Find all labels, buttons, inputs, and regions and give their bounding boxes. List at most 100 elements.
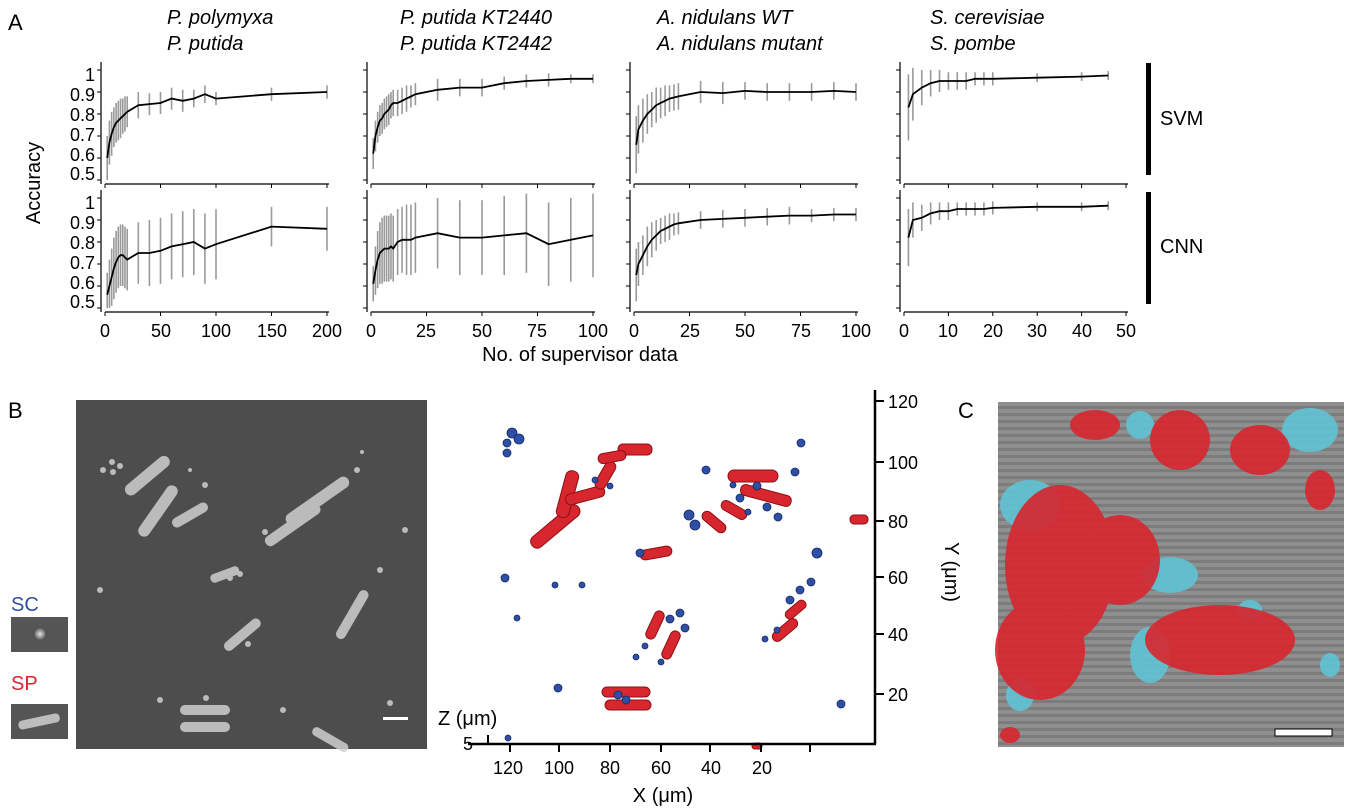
subplot-cnn-2 <box>363 190 595 316</box>
y-tick-label: 0.5 <box>70 292 95 312</box>
y-axis-ticks <box>875 400 884 695</box>
column-title-1-line2: P. putida <box>167 33 243 55</box>
panel-a-subplots <box>97 62 1128 316</box>
z-tick-label: 5 <box>463 734 473 754</box>
micrograph-background <box>76 400 427 749</box>
x-tick-label: 25 <box>680 321 700 341</box>
panel-a-column-titles: P. polymyxa P. putida P. putida KT2440 P… <box>167 7 1045 55</box>
x-tick-label: 0 <box>366 321 376 341</box>
y-tick-label: 60 <box>888 568 908 588</box>
y-tick-label: 40 <box>888 625 908 645</box>
x-axis-ticks <box>509 744 811 752</box>
x-axis-tick-labels: 120 100 80 60 40 20 <box>493 758 772 778</box>
accuracy-line <box>372 77 593 154</box>
y-tick-label: 0.8 <box>70 105 95 125</box>
y-ticks-top: 1 0.9 0.8 0.7 0.6 0.5 <box>70 65 95 184</box>
3d-rendering: 120 100 80 60 40 20 Y (μm) 120 100 80 60… <box>438 390 962 807</box>
y-tick-label: 0.9 <box>70 213 95 233</box>
phase-contrast-image <box>995 402 1344 747</box>
y-axis-title-accuracy: Accuracy <box>23 142 45 224</box>
x-tick-label: 75 <box>527 321 547 341</box>
column-title-2-line2: P. putida KT2442 <box>400 33 552 55</box>
y-axis-label: Y (μm) <box>940 542 962 602</box>
y-tick-label: 1 <box>85 65 95 85</box>
y-tick-label: 0.8 <box>70 233 95 253</box>
x-tick-label: 200 <box>312 321 342 341</box>
x-tick-label: 40 <box>701 758 721 778</box>
x-tick-label: 100 <box>544 758 574 778</box>
svm-row-bracket <box>1146 63 1151 175</box>
y-tick-label: 0.6 <box>70 145 95 165</box>
accuracy-line <box>907 74 1109 108</box>
x-tick-label: 20 <box>752 758 772 778</box>
subplot-cnn-3 <box>626 190 858 316</box>
y-tick-label: 120 <box>888 392 918 412</box>
x-ticks-col-4: 0 10 20 30 40 50 <box>899 321 1136 341</box>
x-ticks-col-2: 0 25 50 75 100 <box>366 321 608 341</box>
scale-bar <box>1274 728 1333 737</box>
x-tick-label: 20 <box>983 321 1003 341</box>
x-tick-label: 100 <box>201 321 231 341</box>
x-tick-label: 0 <box>899 321 909 341</box>
x-tick-label: 50 <box>1116 321 1136 341</box>
accuracy-line <box>907 204 1109 238</box>
subplot-cnn-4 <box>896 190 1128 316</box>
x-ticks-col-3: 0 25 50 75 100 <box>629 321 871 341</box>
x-tick-label: 80 <box>600 758 620 778</box>
x-tick-label: 25 <box>416 321 436 341</box>
y-tick-label: 20 <box>888 685 908 705</box>
x-axis-label: X (μm) <box>633 785 693 807</box>
x-tick-label: 50 <box>735 321 755 341</box>
subplot-svm-4 <box>896 62 1128 188</box>
micrograph <box>76 400 427 752</box>
accuracy-line <box>106 225 328 296</box>
x-tick-label: 10 <box>938 321 958 341</box>
x-tick-label: 50 <box>472 321 492 341</box>
sc-label: SC <box>11 594 39 616</box>
accuracy-line <box>635 213 856 276</box>
y-tick-label: 0.5 <box>70 164 95 184</box>
sp-thumbnail <box>11 704 68 739</box>
x-tick-label: 150 <box>257 321 287 341</box>
cnn-row-bracket <box>1146 192 1151 304</box>
y-axis-tick-labels: 120 100 80 60 40 20 <box>888 392 918 705</box>
accuracy-line <box>106 91 328 159</box>
y-tick-label: 0.6 <box>70 273 95 293</box>
x-tick-label: 100 <box>578 321 608 341</box>
scale-bar <box>383 717 408 720</box>
x-ticks-col-1: 0 50 100 150 200 <box>100 321 342 341</box>
subplot-svm-1 <box>97 62 329 188</box>
x-tick-label: 120 <box>493 758 523 778</box>
panel-label-c: C <box>958 398 974 423</box>
x-tick-label: 60 <box>651 758 671 778</box>
micrograph-cells <box>97 450 408 752</box>
column-title-3-line1: A. nidulans WT <box>656 7 794 29</box>
column-title-2-line1: P. putida KT2440 <box>400 7 552 29</box>
x-tick-label: 0 <box>100 321 110 341</box>
subplot-svm-2 <box>363 62 595 188</box>
x-tick-label: 40 <box>1072 321 1092 341</box>
subplot-cnn-1 <box>97 190 329 316</box>
sp-label: SP <box>11 673 38 695</box>
sp-rods <box>530 443 869 750</box>
x-tick-label: 100 <box>841 321 871 341</box>
column-title-3-line2: A. nidulans mutant <box>656 33 824 55</box>
y-tick-label: 100 <box>888 453 918 473</box>
x-tick-label: 50 <box>151 321 171 341</box>
sc-clusters <box>500 427 846 742</box>
red-cell-regions <box>995 410 1335 743</box>
x-tick-label: 0 <box>629 321 639 341</box>
accuracy-line <box>372 232 594 284</box>
sc-thumbnail <box>11 617 68 652</box>
y-tick-label: 0.7 <box>70 125 95 145</box>
x-axis-title-supervisor-data: No. of supervisor data <box>482 344 679 366</box>
accuracy-line <box>635 89 857 145</box>
column-title-4-line1: S. cerevisiae <box>930 7 1045 29</box>
y-tick-label: 0.9 <box>70 85 95 105</box>
y-tick-label: 80 <box>888 512 908 532</box>
panel-label-a: A <box>8 10 23 35</box>
y-ticks-bottom: 1 0.9 0.8 0.7 0.6 0.5 <box>70 193 95 312</box>
subplot-svm-3 <box>626 62 858 188</box>
cnn-row-label: CNN <box>1160 236 1203 258</box>
x-tick-label: 30 <box>1027 321 1047 341</box>
